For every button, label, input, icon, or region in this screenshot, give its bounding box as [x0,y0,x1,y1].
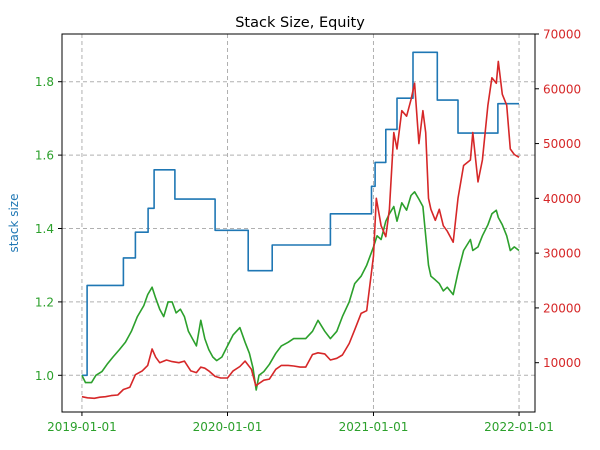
x-tick-label: 2021-01-01 [339,420,409,434]
series-group [81,51,520,400]
series-line-equity [81,191,520,391]
x-tick-label: 2022-01-01 [484,420,554,434]
y-tick-label-right: 40000 [543,192,581,206]
chart-title: Stack Size, Equity [235,15,365,31]
y-tick-label-right: 70000 [543,28,581,42]
grid [62,34,535,412]
y-tick-label-right: 20000 [543,301,581,315]
axes: 2019-01-01 2020-01-01 2021-01-01 2022-01-01… [35,28,581,435]
series-line-stack_size [81,51,519,377]
y-tick-label-left: 1.4 [35,222,54,236]
y-tick-label-right: 30000 [543,247,581,261]
y-tick-label-left: 1.6 [35,149,54,163]
y-tick-label-right: 10000 [543,356,581,370]
series-line-price [81,60,520,400]
y-tick-label-left: 1.8 [35,75,54,89]
y-tick-label-right: 60000 [543,82,581,96]
y-axis-label-left: stack size [7,194,21,253]
x-tick-label: 2020-01-01 [193,420,263,434]
y-tick-label-left: 1.2 [35,295,54,309]
y-tick-label-left: 1.0 [35,369,54,383]
plot-frame [61,33,536,413]
x-tick-label: 2019-01-01 [47,420,117,434]
y-tick-label-right: 50000 [543,137,581,151]
